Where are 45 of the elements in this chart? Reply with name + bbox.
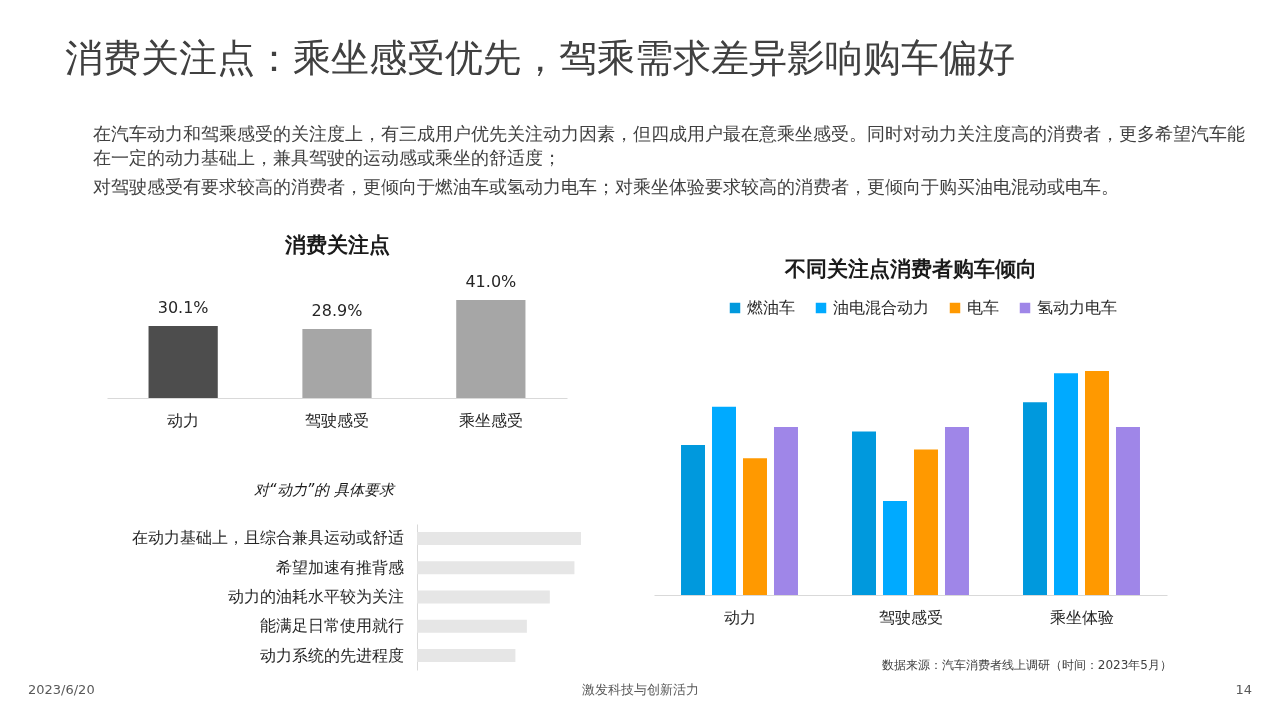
text: 对驾驶感受有要求较高的消费者，更倾向于燃油车或氢动力电车；对乘坐体验要求较高的消费者，更倾向于购买油电混动或电车。 bbox=[93, 177, 1119, 197]
bar bbox=[681, 444, 706, 595]
text: 在汽车动力和驾乘感受的关注度上，有三成用户优先关注动力因素，但四成用户最在意乘坐感受。同时对动力关注度高的消费者，更多希望汽车能在一定的动力基础上，兼具驾驶的运动感或乘坐的舒适度； bbox=[93, 124, 1245, 168]
bar bbox=[852, 431, 877, 595]
bar bbox=[417, 648, 516, 663]
bar bbox=[1023, 402, 1048, 595]
legend-label: 电车 bbox=[967, 298, 999, 317]
data-label: 28.9% bbox=[311, 300, 363, 320]
legend-label: 油电混合动力 bbox=[833, 298, 929, 317]
bar bbox=[773, 427, 798, 595]
x-tick-label: 动力 bbox=[723, 607, 756, 627]
legend-label: 燃油车 bbox=[747, 298, 795, 317]
chart-title: 消费关注点 bbox=[283, 233, 390, 257]
bar bbox=[944, 427, 969, 595]
x-tick-label: 驾驶感受 bbox=[878, 607, 943, 627]
x-tick-label: 驾驶感受 bbox=[305, 410, 369, 430]
text: 14 bbox=[1235, 682, 1252, 697]
bar bbox=[883, 500, 907, 595]
bar bbox=[417, 531, 581, 546]
bar bbox=[417, 619, 527, 633]
x-tick-label: 乘坐体验 bbox=[1049, 607, 1114, 627]
data-label: 41.0% bbox=[465, 272, 517, 291]
bar bbox=[712, 406, 736, 595]
y-tick-label: 在动力基础上，且综合兼具运动或舒适 bbox=[131, 528, 404, 548]
bar bbox=[417, 561, 575, 575]
chart-title: 不同关注点消费者购车倾向 bbox=[783, 257, 1037, 281]
legend-label: 氢动力电车 bbox=[1037, 298, 1117, 317]
data-label: 30.1% bbox=[157, 298, 209, 318]
bar bbox=[1115, 427, 1140, 595]
chart-title: 对“动力”的 具体要求 bbox=[253, 481, 397, 499]
bar bbox=[914, 449, 938, 595]
x-tick-label: 动力 bbox=[167, 410, 200, 430]
bar bbox=[743, 458, 767, 595]
y-tick-label: 能满足日常使用就行 bbox=[259, 616, 404, 636]
y-tick-label: 希望加速有推背感 bbox=[275, 557, 404, 577]
bar bbox=[417, 590, 550, 604]
y-tick-label: 动力系统的先进程度 bbox=[259, 645, 404, 665]
bar bbox=[1054, 373, 1078, 595]
y-tick-label: 动力的油耗水平较为关注 bbox=[227, 587, 404, 606]
x-tick-label: 乘坐感受 bbox=[458, 410, 523, 430]
text: 消费关注点：乘坐感受优先，驾乘需求差异影响购车偏好 bbox=[65, 36, 1015, 80]
source-note: 数据来源：汽车消费者线上调研（时间：2023年5月） bbox=[881, 658, 1172, 672]
text: 激发科技与创新活力 bbox=[581, 682, 699, 697]
text: 2023/6/20 bbox=[28, 682, 95, 697]
bar bbox=[1085, 371, 1109, 595]
